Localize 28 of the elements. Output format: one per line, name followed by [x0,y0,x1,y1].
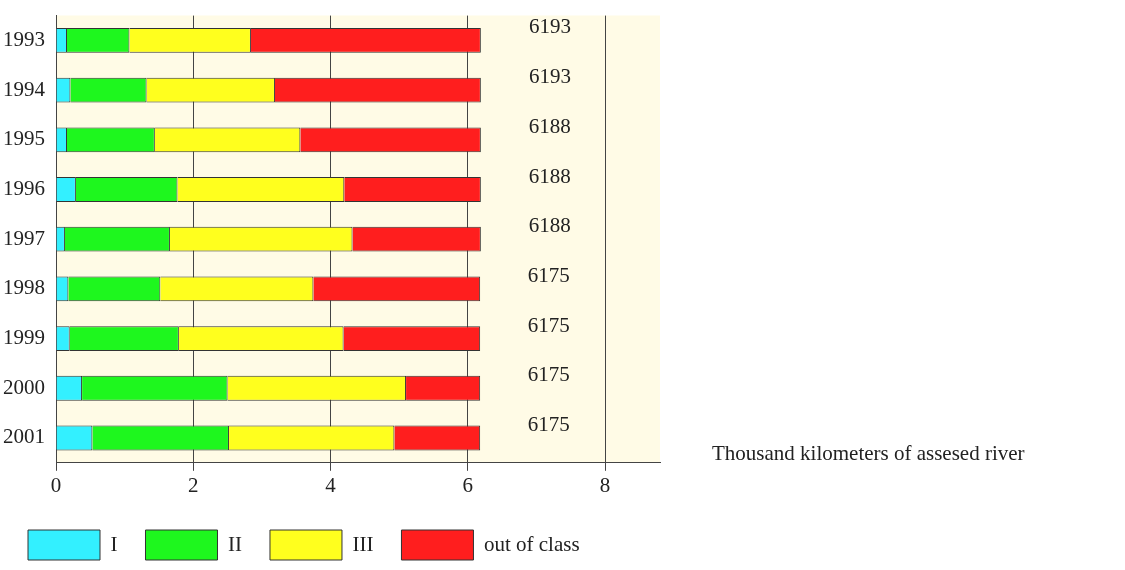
y-tick-label: 1995 [3,126,45,151]
x-tick-label: 8 [599,472,611,497]
annotation: 6188 [528,163,571,188]
x-tick-label: 2 [188,472,199,497]
x-tick-label: 0 [50,472,62,497]
annotation: 6188 [528,113,571,138]
annotation: 6175 [527,312,570,337]
annotation: 6175 [527,411,570,436]
y-tick-label: 1994 [3,76,46,101]
y-tick-label: 1993 [3,26,45,51]
y-tick-label: 1999 [3,325,45,350]
x-tick-label: 6 [462,472,474,497]
legend-label: out of class [483,531,580,556]
legend-label: III [352,531,374,556]
legend-label: II [227,531,242,556]
y-tick-label: 1998 [3,275,45,300]
y-tick-label: 2000 [3,374,45,399]
annotation: 6175 [527,362,570,387]
x-tick-label: 4 [325,472,337,497]
annotation: 6193 [529,64,572,89]
legend-label: I [110,531,118,556]
y-tick-label: 2001 [3,424,45,449]
y-tick-label: 1996 [3,176,45,201]
x-axis-title: Thousand kilometers of assesed river [712,441,1025,466]
annotation: 6188 [528,213,571,238]
y-tick-label: 1997 [3,225,45,250]
annotation: 6193 [529,14,572,39]
annotation: 6175 [527,262,570,287]
